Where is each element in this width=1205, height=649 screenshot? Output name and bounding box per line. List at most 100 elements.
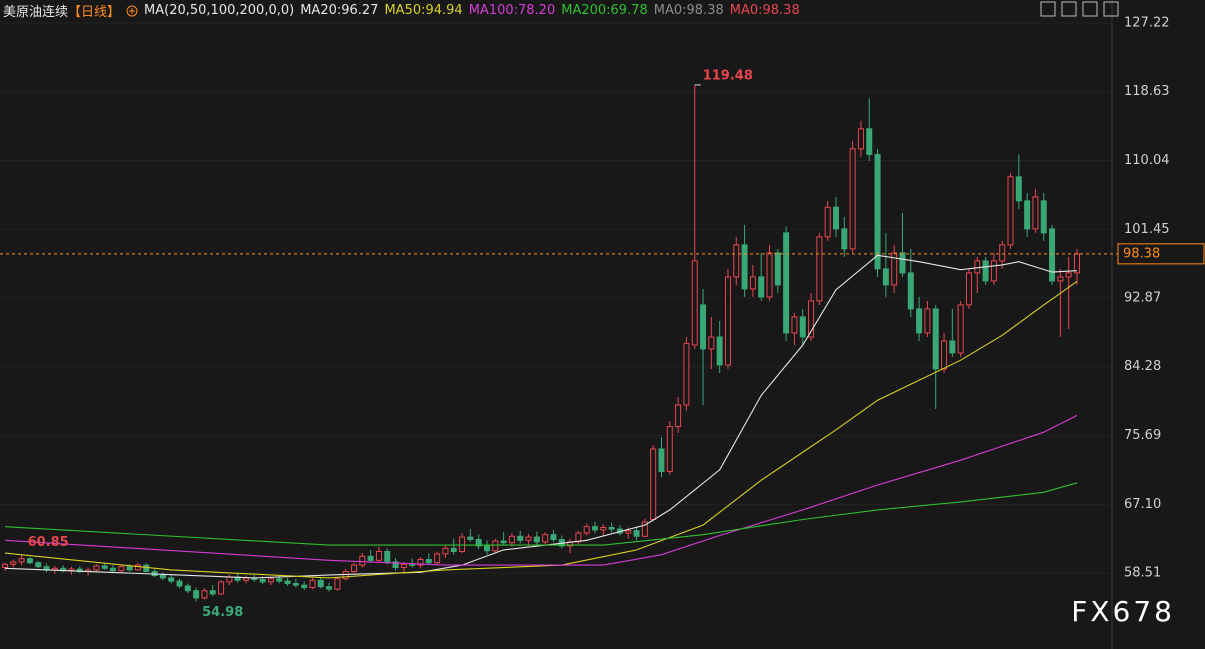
candle-body [492,540,499,552]
candle-body [400,563,407,569]
candle-body [891,252,898,286]
y-tick-label: 101.45 [1124,222,1170,237]
icon[interactable] [1061,1,1077,17]
candle-body [475,538,482,547]
candle-body [442,547,449,555]
y-tick-label: 118.63 [1124,84,1170,99]
candle-body [899,252,906,274]
candle-body [758,276,765,298]
ma-line [4,280,1078,579]
y-tick-label: 110.04 [1124,153,1170,168]
candle-body [184,585,191,592]
candle-body [226,576,233,583]
candle-body [550,534,557,540]
candle-body [841,228,848,250]
header: 美原油连续 【日线】 MA(20,50,100,200,0,0) MA20:96… [3,1,800,20]
candle-body [134,564,141,571]
icon[interactable] [1082,1,1098,17]
candle-body [791,316,798,334]
candle-body [193,590,200,599]
y-tick-label: 92.87 [1124,290,1161,305]
candle-body [675,404,682,428]
candle-body [500,540,507,544]
candle-body [982,260,989,282]
ma-label: MA20:96.27 [300,3,379,18]
candle-body [650,448,657,520]
candle-body [700,304,707,350]
candle-body [592,526,599,531]
toolbar-icons[interactable] [1040,1,1119,17]
indicator[interactable]: MA(20,50,100,200,0,0) [144,3,295,18]
candle-body [201,590,208,599]
candle-body [990,260,997,282]
candle-body [259,579,266,583]
candle-body [833,206,839,230]
annotation: 54.98 [202,605,243,620]
ma-label: MA100:78.20 [468,3,556,18]
icon[interactable] [1040,1,1056,17]
candle-body [525,536,532,541]
candle-body [733,244,740,278]
candle-body [118,566,125,572]
last-price-label: 98.38 [1123,246,1160,261]
candle-body [126,566,133,571]
candle-body [533,536,540,543]
candle-body [724,276,731,366]
candle-body [941,340,948,370]
candle-body [1057,276,1064,282]
candle-body [783,232,790,334]
candle-body [359,555,366,566]
candle-body [774,252,781,286]
candle-body [434,553,441,564]
candle-body [301,584,308,589]
candle-body [367,555,374,561]
candle-body [716,336,723,366]
candle-body [26,558,33,564]
candle-body [110,567,117,572]
period[interactable]: 【日线】 [68,5,121,20]
add-icon[interactable] [126,5,138,17]
candle-body [159,575,166,579]
candle-body [2,563,8,569]
candle-body [583,526,590,534]
candle-body [459,536,466,552]
candle-body [691,260,698,346]
candle-body [93,565,100,571]
candle-body [916,308,923,334]
candle-body [10,561,17,565]
candle-body [824,206,831,238]
candle-body [749,276,756,290]
ma-line [4,414,1078,566]
candle-body [35,562,42,568]
candle-body [168,577,175,582]
candle-body [633,530,640,537]
candle-body [1032,196,1039,230]
candle-body [467,536,474,540]
candle-body [882,268,889,286]
candle-body [849,148,856,250]
last-price-box [1117,243,1205,265]
candle-body [666,426,673,472]
candle-body [176,580,183,587]
icon[interactable] [1103,1,1119,17]
ma-line [4,254,1078,579]
candle-body [425,558,432,564]
candle-body [1049,228,1056,282]
candle-body [949,340,956,354]
candle-body [816,236,823,302]
ma-label: MA0:98.38 [653,3,724,18]
candle-body [1065,272,1072,278]
candle-body [1073,253,1080,274]
candle-body [799,316,806,338]
symbol: 美原油连续 [3,5,69,20]
candle-body [101,565,108,569]
candle-body [1040,200,1047,234]
candle-body [641,521,648,537]
candle-body [1015,176,1022,202]
candle-body [143,564,150,573]
candle-body [508,535,515,544]
candle-body [209,590,216,595]
candle-body [417,558,424,566]
annotation: 60.85 [28,535,69,550]
